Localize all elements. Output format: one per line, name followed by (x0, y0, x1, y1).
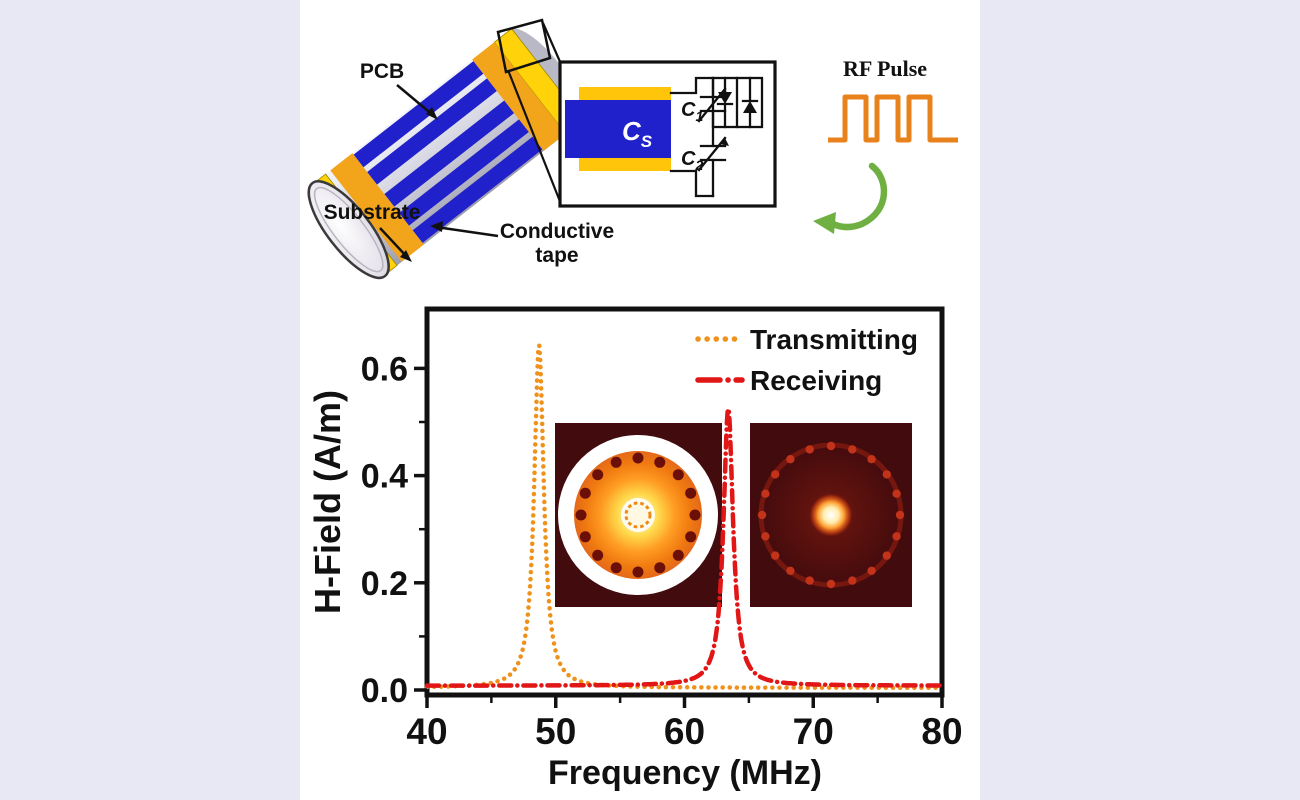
x-tick-label: 60 (664, 711, 705, 752)
cap1-label: C1 (681, 99, 703, 124)
rx-map-center (809, 493, 853, 537)
tx-map-dot (672, 549, 684, 561)
rx-map-dot (757, 510, 767, 520)
rx-map-dot (786, 455, 795, 464)
substrate-end-cap (307, 180, 390, 280)
feedback-arrowhead (813, 212, 836, 234)
rf-pulse-label: RF Pulse (843, 56, 927, 81)
figure-svg: PCB Substrate Conductive tape CS (307, 18, 963, 792)
diode-down-icon (718, 92, 732, 104)
shunt-capacitor-pcb (565, 100, 671, 158)
rx-map-dot (882, 470, 891, 479)
y-axis-title: H-Field (A/m) (307, 390, 348, 614)
tx-map-dot (610, 456, 622, 468)
shunt-capacitor-label: CS (622, 116, 653, 151)
rx-map-dot (867, 566, 876, 575)
rx-map-dot (892, 489, 901, 498)
tx-map-dark-dots (575, 452, 701, 578)
rx-map-dot (805, 445, 814, 454)
tx-map-dot (672, 469, 684, 481)
x-tick-label: 70 (793, 711, 834, 752)
series-transmitting (424, 345, 945, 691)
tx-map-dot (579, 487, 591, 499)
x-tick-label: 40 (406, 711, 447, 752)
diode-up-icon (743, 101, 757, 113)
rf-pulse: RF Pulse (813, 56, 958, 234)
substrate-inner-rim (313, 186, 384, 273)
plot-ticks: 40 50 60 70 80 0.0 0.2 0.4 0.6 (361, 350, 963, 752)
tx-map-dot (632, 452, 644, 464)
tx-map-dot (579, 531, 591, 543)
chart-inset-receiving-field-map (750, 423, 912, 607)
rx-map-dot (895, 510, 905, 520)
zoom-region-outline (496, 18, 552, 74)
series-receiving (424, 406, 945, 688)
pcb-arrowhead (426, 107, 438, 120)
legend-label: Transmitting (750, 324, 918, 355)
rf-pulse-waveform (828, 94, 958, 143)
conductive-tape-arrow (435, 225, 499, 238)
conductive-tape-ring-left (330, 153, 424, 262)
tx-map-dot (632, 566, 644, 578)
capacitor-pad-top (579, 87, 671, 100)
x-axis-title: Frequency (MHz) (548, 754, 822, 792)
rx-map-dot (786, 566, 795, 575)
tx-map-dot (575, 509, 587, 521)
tx-map-dot (592, 549, 604, 561)
y-tick-label: 0.2 (361, 565, 408, 603)
figure-panel: PCB Substrate Conductive tape CS (300, 0, 980, 800)
tx-map-dot (654, 562, 666, 574)
legend-label: Receiving (750, 365, 882, 396)
plot-legend: Transmitting Receiving (695, 324, 918, 396)
rx-map-dot (761, 489, 770, 498)
y-tick-label: 0.0 (361, 672, 408, 710)
rx-map-dot (805, 576, 814, 585)
rx-map-dot (761, 532, 770, 541)
circuit-inset: CS C1 C2 (558, 60, 777, 208)
chart-inset-transmitting-field-map (555, 423, 722, 607)
y-tick-label: 0.6 (361, 350, 408, 388)
rx-map-dot (867, 455, 876, 464)
substrate-arrowhead (400, 250, 412, 262)
tx-map-dot (689, 509, 701, 521)
plot-curves (424, 345, 945, 691)
chart: 40 50 60 70 80 0.0 0.2 0.4 0.6 Transmitting Recei… (307, 306, 963, 792)
rx-map-dot (848, 576, 857, 585)
conductive-tape-label-line1: Conductive (500, 220, 614, 243)
coil-illustration: PCB Substrate Conductive tape (307, 18, 614, 280)
tx-map-dot (685, 531, 697, 543)
cap2-arrowhead (720, 138, 729, 146)
pcb-strips (353, 61, 543, 243)
rx-map-rim-dots (757, 441, 905, 589)
y-tick-label: 0.4 (361, 458, 408, 496)
substrate-arrow (379, 227, 409, 259)
rx-map-dot (882, 551, 891, 560)
tx-map-dot (610, 562, 622, 574)
conductive-tape-arrowhead (430, 221, 443, 232)
rx-map-dot (771, 551, 780, 560)
zoom-line-bottom (506, 69, 563, 205)
rx-map-dot (771, 470, 780, 479)
cap2-label: C2 (681, 148, 703, 173)
rx-map-dot (826, 441, 836, 451)
substrate-label: Substrate (324, 201, 421, 224)
tx-map-center-ring (624, 501, 652, 529)
capacitor-pad-bottom (579, 158, 671, 171)
pcb-arrow (396, 84, 435, 117)
zoom-line-top (541, 22, 563, 65)
pcb-label: PCB (360, 60, 404, 83)
x-tick-label: 80 (921, 711, 962, 752)
x-tick-label: 50 (535, 711, 576, 752)
tx-map-dot (654, 456, 666, 468)
rx-map-dot (848, 445, 857, 454)
tx-map-dot (592, 469, 604, 481)
rx-map-dot (826, 579, 836, 589)
tx-map-dot (685, 487, 697, 499)
feedback-arrow (829, 162, 888, 231)
rx-map-dot (892, 532, 901, 541)
conductive-tape-label-line2: tape (535, 244, 578, 267)
